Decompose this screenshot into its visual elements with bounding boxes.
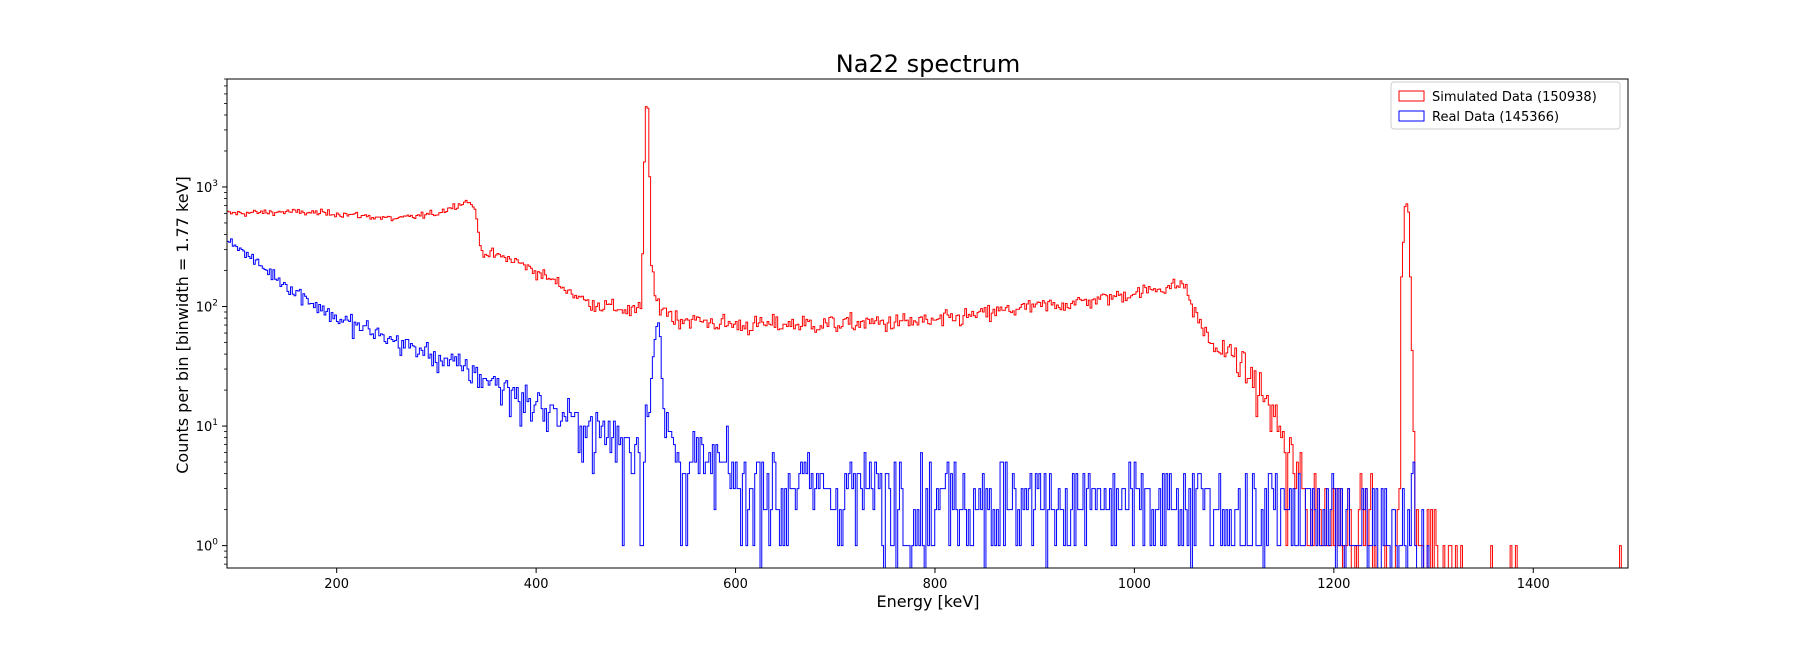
y-tick-label: 101 [196,418,218,435]
x-tick-label: 200 [324,577,349,592]
x-tick-label: 800 [923,577,948,592]
x-axis-label: Energy [keV] [876,592,979,611]
y-tick-label: 102 [196,299,218,316]
x-tick-label: 1400 [1517,577,1550,592]
legend-entry: Simulated Data (150938) [1432,90,1597,105]
y-tick-label: 100 [196,538,219,555]
legend-box [1390,81,1621,130]
legend-swatch [1398,110,1425,122]
legend: Simulated Data (150938) Real Data (145366… [1390,81,1621,130]
legend-entry: Real Data (145366) [1432,110,1559,125]
chart-title: Na22 spectrum [836,50,1020,78]
x-tick-label: 600 [723,577,748,592]
series-line-real [227,238,1430,568]
y-axis-label: Counts per bin [binwidth = 1.77 keV] [173,176,192,474]
x-tick-label: 1200 [1317,577,1350,592]
y-tick-label: 103 [196,179,218,196]
plot-area [226,78,1629,569]
plot-frame [226,78,1629,569]
x-tick-label: 400 [524,577,549,592]
y-axis: 100 101 102 103 [196,78,227,565]
legend-swatch [1398,90,1425,102]
x-axis: 200 400 600 800 1000 1200 1400 [324,568,1550,592]
x-tick-label: 1000 [1118,577,1151,592]
